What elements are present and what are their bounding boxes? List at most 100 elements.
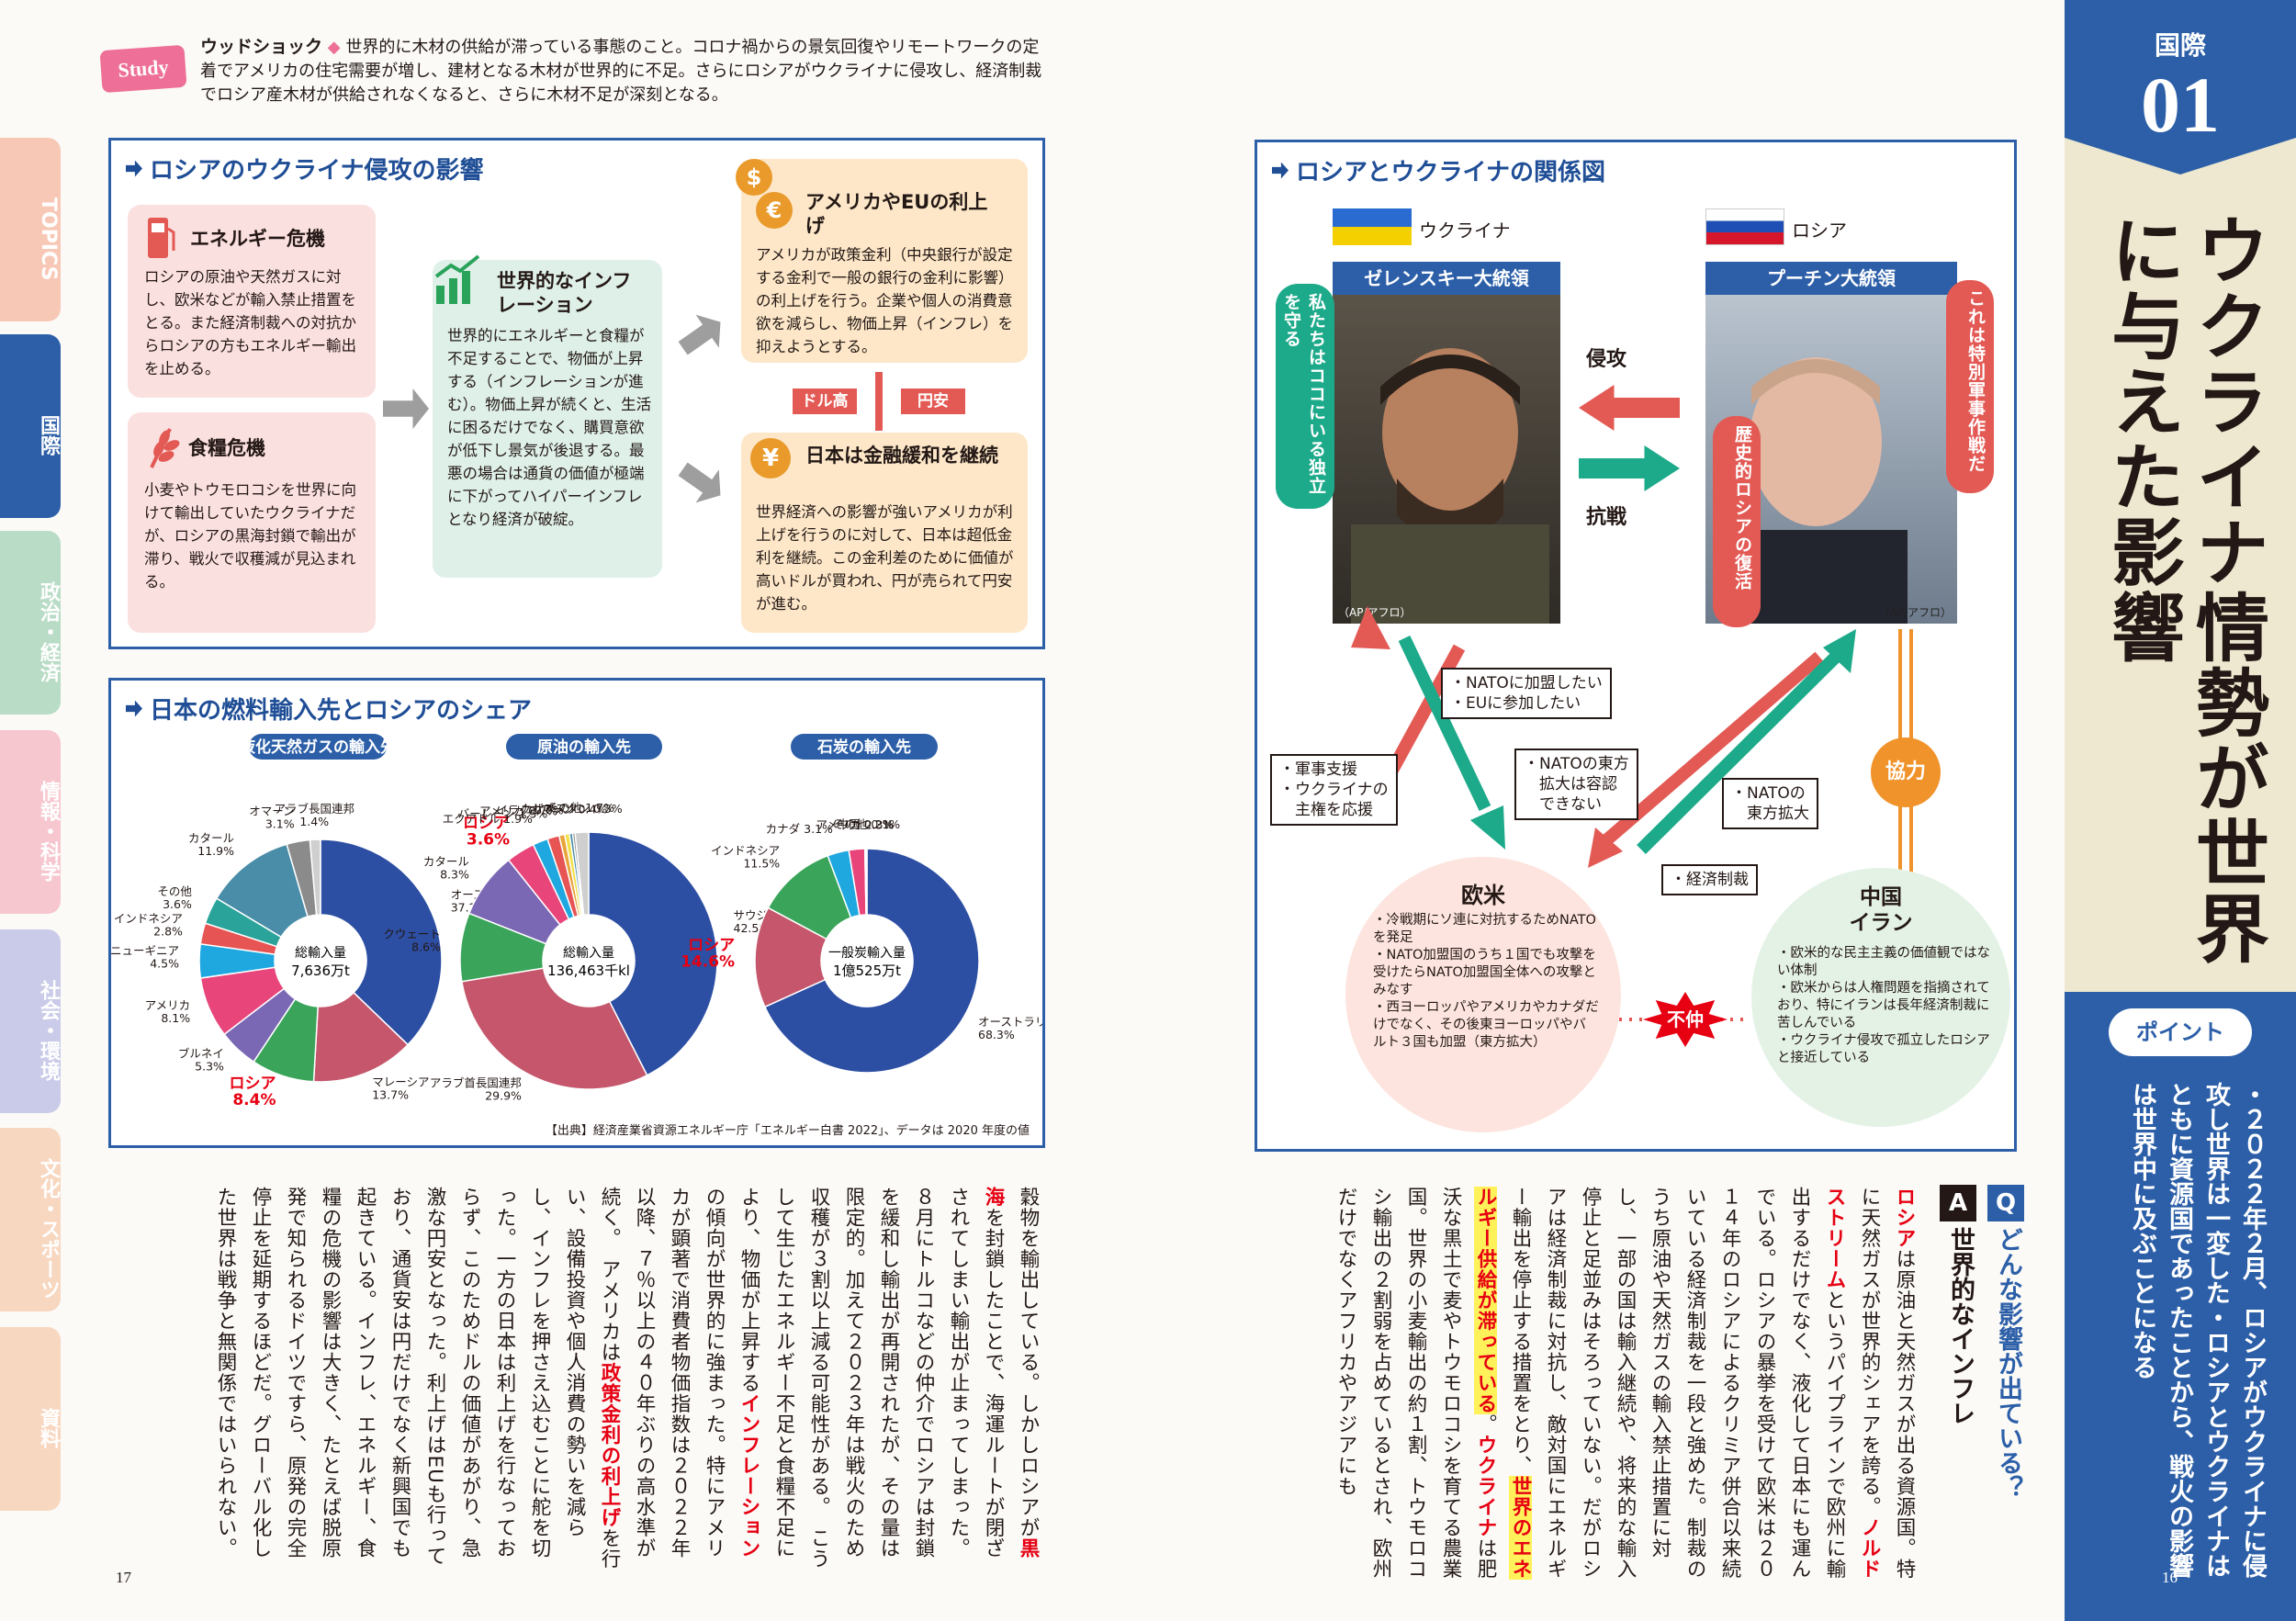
- body-run: を封鎖したことで、海運ルートが閉ざされてしまい輸出が止まってしまった。８月にトル…: [807, 1187, 1005, 1559]
- dollar-icon: $: [736, 159, 772, 196]
- pie-slice: [588, 831, 718, 1076]
- q-mark: Q: [1987, 1185, 2024, 1221]
- body-run: を行い、設備投資や個人消費の勢いを減らし、インフレを押さえ込むことに舵を切った。…: [214, 1187, 621, 1570]
- pie-label: インドネシア 11.5%: [711, 844, 780, 871]
- arrow-to-us-eu: [671, 306, 732, 366]
- pie-label: アメリカ 8.1%: [145, 998, 191, 1025]
- inflation-box: 世界的なインフレーション 世界的にエネルギーと食糧が不足することで、物価が上昇す…: [433, 254, 662, 578]
- pie-label: その他 1.7%: [547, 801, 614, 815]
- relations-title: ロシアとウクライナの関係図: [1272, 153, 1605, 187]
- category-number: 01: [2141, 61, 2220, 149]
- side-tab-6[interactable]: 資料: [0, 1327, 61, 1511]
- pie-slice: [461, 967, 648, 1090]
- study-text: ウッドショック ◆ 世界的に木材の供給が滞っている事態のこと。コロナ禍からの景気…: [200, 35, 1050, 107]
- invasion-label: 侵攻: [1586, 348, 1627, 371]
- wheat-icon: [150, 428, 180, 468]
- body-run: 穀物を輸出している。しかしロシアが: [1017, 1187, 1040, 1538]
- side-tab-0[interactable]: TOPICS: [0, 138, 61, 321]
- side-tab-1[interactable]: 国際: [0, 334, 61, 518]
- pie-label: アラブ長国連邦 1.4%: [274, 802, 355, 828]
- chart-center-value: 7,636万t: [291, 962, 350, 979]
- pie-label: その他 0.1%: [833, 817, 900, 831]
- point-badge: ポイント: [2109, 1008, 2252, 1056]
- russia-flag: [1705, 208, 1784, 245]
- chart-header: [506, 734, 662, 760]
- impact-panel: ロシアのウクライナ侵攻の影響 エネルギー危機 ロシアの原油や天然ガスに対し、欧米…: [108, 138, 1045, 649]
- pie-label: 中国 0.2%: [838, 817, 894, 831]
- page-number-right: 16: [2162, 1569, 2178, 1586]
- study-term: ウッドショック: [200, 37, 323, 57]
- photo-credit: （AP/アフロ）: [1338, 606, 1412, 619]
- pie-label: アメリカ 0.7%: [479, 805, 557, 818]
- resist-label: 抗戦: [1586, 506, 1627, 529]
- west-circle: 欧米 ・冷戦期にソ連に対抗するためNATOを発足 ・NATO加盟国のうち１国でも…: [1345, 857, 1621, 1132]
- category-label: 国際: [2154, 30, 2206, 61]
- body-run: 。: [1474, 1413, 1497, 1435]
- food-title: 食糧危機: [188, 437, 265, 459]
- relations-title-text: ロシアとウクライナの関係図: [1296, 159, 1605, 186]
- pie-label: その他 3.6%: [157, 884, 192, 911]
- pie-slice: [574, 831, 590, 917]
- west-text: ・冷戦期にソ連に対抗するためNATOを発足 ・NATO加盟国のうち１国でも攻撃を…: [1373, 913, 1599, 1050]
- fuel-charts: 液化天然ガスの輸入先オーストラリア37.2%マレーシア13.7%ロシア8.4%ブ…: [111, 734, 1042, 1109]
- pie-label: オーストラリア68.3%: [978, 1015, 1042, 1041]
- china-iran-title: 中国 イラン: [1849, 885, 1913, 935]
- cooperation-badge: 協力: [1871, 737, 1941, 807]
- fuel-title-text: 日本の燃料輸入先とロシアのシェア: [150, 697, 533, 725]
- relations-panel: ロシアとウクライナの関係図 ウクライナ ゼレンスキー大統領 （AP/アフロ） ロ…: [1255, 140, 2017, 1152]
- ukraine-speech-bubble: 私たちはココにいる独立を守る: [1276, 284, 1334, 509]
- pie-slice: [320, 839, 443, 1046]
- nato-join-note: ・NATOに加盟したい ・EUに参加したい: [1441, 668, 1612, 719]
- japan-title: 日本は金融緩和を継続: [805, 445, 998, 467]
- body-run: は原油と天然ガスが出る資源国。特に天然ガスが世界的シェアを誇る。: [1858, 1187, 1916, 1580]
- body-run: 黒海: [982, 1187, 1040, 1559]
- chart-center-label: 総輸入量: [295, 946, 346, 961]
- chart-title: 原油の輸入先: [537, 737, 631, 757]
- pie-label: エクアドル 1.9%: [443, 812, 533, 826]
- body-run: の傾向が世界的に強まった。特にアメリカが顕著で消費者物価指数は２０２２年以降、７…: [598, 1187, 726, 1559]
- question: どんな影響が出ている？: [1994, 1227, 2022, 1500]
- side-tab-4[interactable]: 社会・環境: [0, 929, 61, 1113]
- fuel-title: 日本の燃料輸入先とロシアのシェア: [126, 692, 532, 726]
- chart-center-value: 136,463千kl: [547, 962, 630, 979]
- russia-speech-bubble-2: 歴史的ロシアの復活: [1713, 416, 1761, 627]
- chart-title: 液化天然ガスの輸入先: [240, 737, 396, 757]
- pie-label: イラク 0.6%: [496, 803, 563, 816]
- ukraine-flag: [1333, 208, 1412, 245]
- body-run: ウクライナ: [1474, 1435, 1497, 1538]
- sanction-note: ・経済制裁: [1661, 864, 1758, 895]
- energy-box: エネルギー危機 ロシアの原油や天然ガスに対し、欧米などが輸入禁止措置をとる。また…: [128, 205, 376, 398]
- pie-label: カタール 11.9%: [188, 831, 234, 858]
- zelensky-label: ゼレンスキー大統領: [1333, 262, 1560, 295]
- body-run: 政策金利の利上げ: [598, 1362, 621, 1528]
- title-panel: [2065, 138, 2296, 992]
- yen-icon: ¥: [750, 438, 791, 478]
- side-tab-3[interactable]: 情報・科学: [0, 730, 61, 914]
- rising-chart-icon: [434, 254, 480, 304]
- chart-center-label: 総輸入量: [563, 946, 614, 961]
- body-run: は肥沃な黒土で麦やトウモロコシを育てる農業国。世界の小麦輸出の約１割、トウモロコ…: [1334, 1187, 1497, 1580]
- pie-label: オマーン 0.4%: [529, 803, 607, 816]
- pie-label: ロシア 14.6%: [681, 936, 735, 971]
- side-tab-5[interactable]: 文化・スポーツ: [0, 1128, 61, 1311]
- body-run: ノルドストリーム: [1823, 1187, 1881, 1580]
- us-eu-title: アメリカやEUの利上げ: [805, 191, 988, 237]
- side-tab-2[interactable]: 政治・経済: [0, 531, 61, 715]
- nato-east-note: ・NATOの 東方拡大: [1722, 778, 1818, 829]
- discord-burst: 不仲: [1643, 992, 1728, 1047]
- russia-speech-bubble-1: これは特別軍事作戦だ: [1946, 280, 1994, 493]
- pie-label: アラブ首長国連邦 29.9%: [430, 1076, 522, 1103]
- body-right: ロシアは原油と天然ガスが出る資源国。特に天然ガスが世界的シェアを誇る。ノルドスト…: [1251, 1187, 1921, 1582]
- pie-slice: [763, 848, 980, 1074]
- pie-slice: [865, 848, 868, 916]
- impact-title: ロシアのウクライナ侵攻の影響: [126, 152, 483, 186]
- body-run: というパイプラインで欧州に輸出するだけでなく、液化して日本にも運んでいる。ロシア…: [1509, 1187, 1846, 1580]
- nato-east-no-note: ・NATOの東方 拡大は容認 できない: [1514, 749, 1638, 820]
- page-number-left: 17: [116, 1569, 131, 1586]
- food-text: 小麦やトウモロコシを世界に向けて輸出していたウクライナだが、ロシアの黒海封鎖で輸…: [144, 481, 356, 591]
- arrow-to-japan: [671, 453, 732, 512]
- pie-label: クウェート 8.6%: [383, 928, 441, 954]
- zelensky-photo: （AP/アフロ）: [1333, 295, 1560, 624]
- us-eu-text: アメリカが政策金利（中央銀行が設定する金利で一般の銀行の金利に影響）の利上げを行…: [756, 246, 1014, 355]
- impact-title-text: ロシアのウクライナ侵攻の影響: [150, 157, 484, 185]
